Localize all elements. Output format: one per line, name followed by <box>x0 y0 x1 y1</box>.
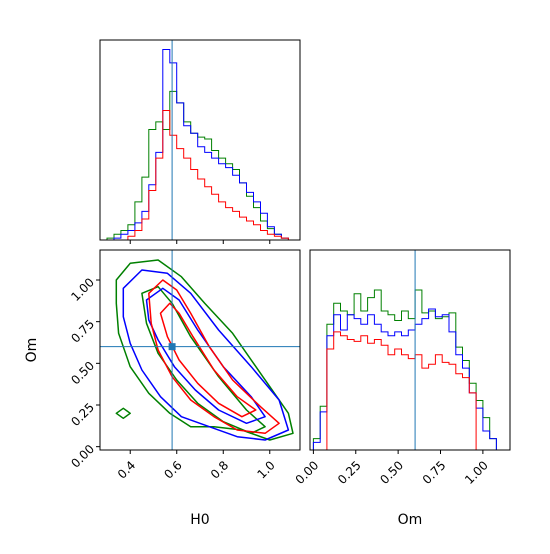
axes-frame <box>309 249 511 451</box>
panel-hist-H0 <box>99 39 301 244</box>
x-tick-label: 0.00 <box>293 458 322 487</box>
x-tick-label: 0.8 <box>208 458 231 481</box>
y-tick-label: 0.00 <box>68 442 97 471</box>
x-axis-label: H0 <box>190 512 209 528</box>
axes-frame <box>99 249 301 451</box>
x-tick-label: 0.6 <box>161 458 184 481</box>
y-tick-label: 0.75 <box>68 317 97 346</box>
panel-contour-H0-Om: 0.4 0.6 0.8 1.0 0.00 0.25 0.50 0.75 1.00 H0 Om <box>24 249 301 528</box>
panel-content <box>100 250 300 450</box>
x-tick-label: 0.50 <box>377 458 406 487</box>
x-tick-label: 1.00 <box>462 458 491 487</box>
contour-green-1 <box>141 285 266 435</box>
contour-red-6 <box>159 302 257 418</box>
panel-hist-Om: 0.00 0.25 0.50 0.75 1.00 Om <box>293 249 511 528</box>
panel-content <box>312 250 504 450</box>
contour-green-2 <box>115 407 131 420</box>
x-tick-label: 0.25 <box>335 458 364 487</box>
x-tick-label: 0.4 <box>115 458 138 481</box>
panel-content <box>100 40 296 240</box>
histogram-blue <box>100 49 296 240</box>
histogram-red <box>313 331 504 450</box>
y-tick-label: 1.00 <box>68 275 97 304</box>
x-tick-label: 1.0 <box>254 458 277 481</box>
histogram-green <box>100 90 296 240</box>
y-tick-label: 0.50 <box>68 359 97 388</box>
truth-marker <box>168 343 176 351</box>
histogram-red <box>100 110 296 240</box>
axes-frame <box>99 39 301 241</box>
contour-green-0 <box>115 259 294 441</box>
x-axis-label: Om <box>398 512 423 528</box>
x-tick-label: 0.75 <box>420 458 449 487</box>
contour-blue-4 <box>145 287 266 425</box>
histogram-green <box>312 289 504 450</box>
y-axis-label: Om <box>24 338 40 363</box>
contour-red-5 <box>148 279 280 435</box>
histogram-blue <box>312 308 504 450</box>
y-tick-label: 0.25 <box>68 400 97 429</box>
contour-blue-3 <box>122 269 290 441</box>
